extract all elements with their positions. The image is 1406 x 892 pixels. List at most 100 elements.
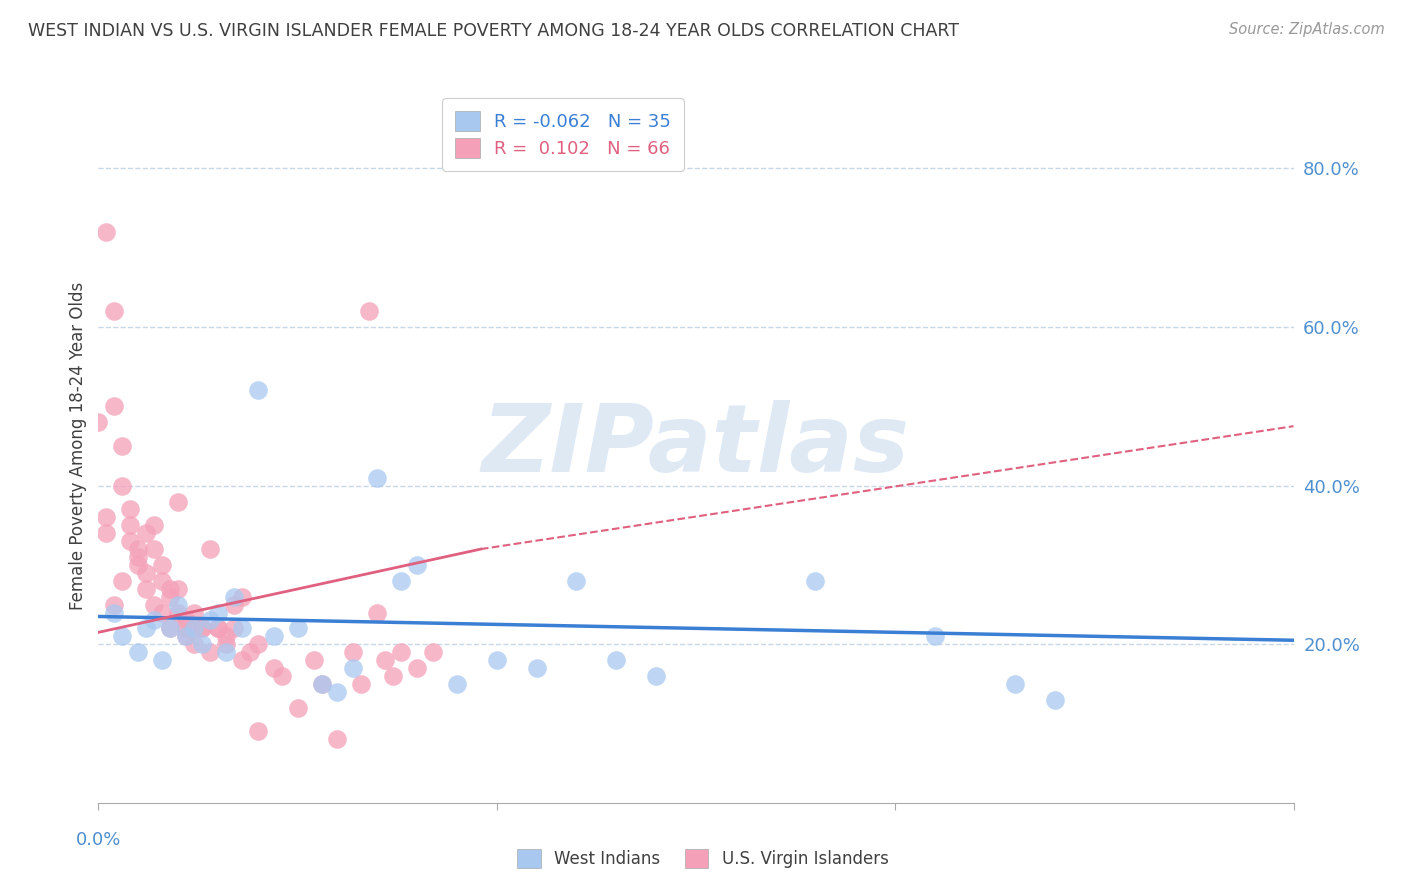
Point [183, 606, 205, 620]
Point [191, 621, 214, 635]
Point [167, 494, 190, 508]
Point [96, 510, 118, 524]
Point [246, 637, 269, 651]
Point [111, 574, 134, 588]
Point [174, 629, 197, 643]
Point [143, 614, 166, 628]
Point [135, 566, 157, 580]
Point [159, 590, 181, 604]
Point [127, 542, 149, 557]
Point [359, 304, 381, 318]
Point [103, 606, 125, 620]
Point [231, 653, 253, 667]
Point [605, 653, 627, 667]
Text: WEST INDIAN VS U.S. VIRGIN ISLANDER FEMALE POVERTY AMONG 18-24 YEAR OLDS CORRELA: WEST INDIAN VS U.S. VIRGIN ISLANDER FEMA… [28, 22, 959, 40]
Legend: R = -0.062   N = 35, R =  0.102   N = 66: R = -0.062 N = 35, R = 0.102 N = 66 [441, 98, 683, 170]
Point [311, 677, 333, 691]
Point [198, 645, 221, 659]
Point [366, 606, 388, 620]
Point [87, 415, 110, 429]
Point [231, 621, 253, 635]
Point [406, 661, 429, 675]
Text: ZIPatlas: ZIPatlas [482, 400, 910, 492]
Point [389, 574, 412, 588]
Point [389, 645, 412, 659]
Point [143, 598, 166, 612]
Point [191, 621, 214, 635]
Point [159, 582, 181, 596]
Point [198, 542, 221, 557]
Text: Source: ZipAtlas.com: Source: ZipAtlas.com [1229, 22, 1385, 37]
Point [374, 653, 396, 667]
Point [526, 661, 548, 675]
Point [422, 645, 444, 659]
Point [222, 598, 245, 612]
Point [120, 502, 142, 516]
Point [222, 621, 245, 635]
Point [207, 606, 229, 620]
Point [198, 614, 221, 628]
Point [1043, 692, 1066, 706]
Point [246, 724, 269, 739]
Point [1004, 677, 1026, 691]
Point [103, 400, 125, 414]
Point [239, 645, 262, 659]
Point [287, 700, 309, 714]
Point [150, 606, 173, 620]
Point [127, 558, 149, 572]
Text: 0.0%: 0.0% [76, 831, 121, 849]
Point [342, 661, 364, 675]
Point [183, 637, 205, 651]
Point [326, 732, 349, 747]
Point [215, 645, 238, 659]
Point [159, 621, 181, 635]
Point [270, 669, 292, 683]
Point [103, 598, 125, 612]
Point [207, 621, 229, 635]
Point [111, 478, 134, 492]
Point [326, 685, 349, 699]
Point [565, 574, 588, 588]
Point [96, 526, 118, 541]
Point [135, 621, 157, 635]
Point [150, 558, 173, 572]
Point [246, 384, 269, 398]
Legend: West Indians, U.S. Virgin Islanders: West Indians, U.S. Virgin Islanders [510, 843, 896, 875]
Point [215, 629, 238, 643]
Point [263, 629, 285, 643]
Point [342, 645, 364, 659]
Point [120, 518, 142, 533]
Point [111, 439, 134, 453]
Point [135, 526, 157, 541]
Point [103, 304, 125, 318]
Point [127, 549, 149, 564]
Point [143, 518, 166, 533]
Point [174, 629, 197, 643]
Point [191, 637, 214, 651]
Point [446, 677, 468, 691]
Point [135, 582, 157, 596]
Point [111, 629, 134, 643]
Point [167, 606, 190, 620]
Y-axis label: Female Poverty Among 18-24 Year Olds: Female Poverty Among 18-24 Year Olds [69, 282, 87, 610]
Point [231, 590, 253, 604]
Point [167, 582, 190, 596]
Point [159, 621, 181, 635]
Point [207, 621, 229, 635]
Point [263, 661, 285, 675]
Point [924, 629, 946, 643]
Point [311, 677, 333, 691]
Point [287, 621, 309, 635]
Point [96, 225, 118, 239]
Point [120, 534, 142, 549]
Point [350, 677, 373, 691]
Point [382, 669, 405, 683]
Point [485, 653, 508, 667]
Point [366, 471, 388, 485]
Point [143, 542, 166, 557]
Point [222, 590, 245, 604]
Point [302, 653, 325, 667]
Point [150, 653, 173, 667]
Point [174, 614, 197, 628]
Point [167, 598, 190, 612]
